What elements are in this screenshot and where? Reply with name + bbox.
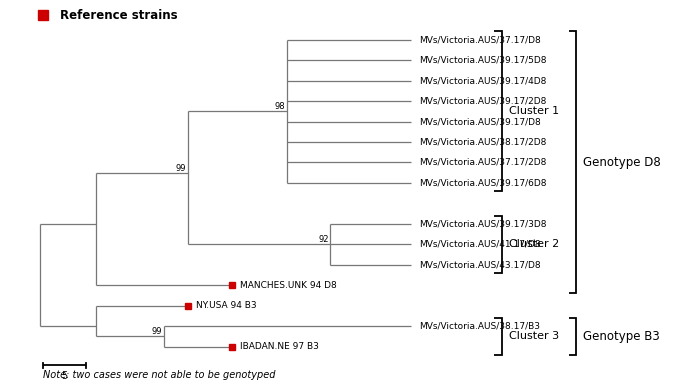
- Text: MVs/Victoria.AUS/39.17/6D8: MVs/Victoria.AUS/39.17/6D8: [419, 178, 547, 187]
- Text: MVs/Victoria.AUS/37.17/D8: MVs/Victoria.AUS/37.17/D8: [419, 35, 541, 44]
- Text: MVs/Victoria.AUS/39.17/D8: MVs/Victoria.AUS/39.17/D8: [419, 117, 541, 126]
- Text: MVs/Victoria.AUS/41.17/D8: MVs/Victoria.AUS/41.17/D8: [419, 240, 541, 249]
- Text: NY.USA 94 B3: NY.USA 94 B3: [196, 301, 257, 310]
- Text: Reference strains: Reference strains: [60, 8, 177, 22]
- Text: IBADAN.NE 97 B3: IBADAN.NE 97 B3: [239, 342, 318, 351]
- Text: Note: two cases were not able to be genotyped: Note: two cases were not able to be geno…: [43, 370, 276, 380]
- Text: MVs/Victoria.AUS/39.17/2D8: MVs/Victoria.AUS/39.17/2D8: [419, 97, 546, 105]
- Text: MVs/Victoria.AUS/39.17/4D8: MVs/Victoria.AUS/39.17/4D8: [419, 76, 546, 85]
- Text: 99: 99: [176, 164, 187, 173]
- Text: Cluster 2: Cluster 2: [509, 239, 559, 249]
- Text: MVs/Victoria.AUS/38.17/B3: MVs/Victoria.AUS/38.17/B3: [419, 322, 540, 331]
- Text: Cluster 3: Cluster 3: [509, 331, 559, 341]
- Text: Genotype D8: Genotype D8: [584, 156, 661, 169]
- Text: MVs/Victoria.AUS/39.17/5D8: MVs/Victoria.AUS/39.17/5D8: [419, 55, 547, 65]
- Text: MVs/Victoria.AUS/39.17/3D8: MVs/Victoria.AUS/39.17/3D8: [419, 219, 547, 228]
- Text: MVs/Victoria.AUS/43.17/D8: MVs/Victoria.AUS/43.17/D8: [419, 260, 541, 269]
- Text: Genotype B3: Genotype B3: [584, 330, 660, 343]
- Text: 99: 99: [151, 328, 162, 336]
- Text: Cluster 1: Cluster 1: [509, 106, 559, 116]
- Text: 92: 92: [318, 235, 329, 244]
- Text: 98: 98: [275, 102, 285, 111]
- Text: MANCHES.UNK 94 D8: MANCHES.UNK 94 D8: [239, 281, 336, 290]
- Text: 5: 5: [61, 371, 67, 381]
- Text: MVs/Victoria.AUS/37.17/2D8: MVs/Victoria.AUS/37.17/2D8: [419, 158, 546, 167]
- Text: MVs/Victoria.AUS/38.17/2D8: MVs/Victoria.AUS/38.17/2D8: [419, 137, 546, 146]
